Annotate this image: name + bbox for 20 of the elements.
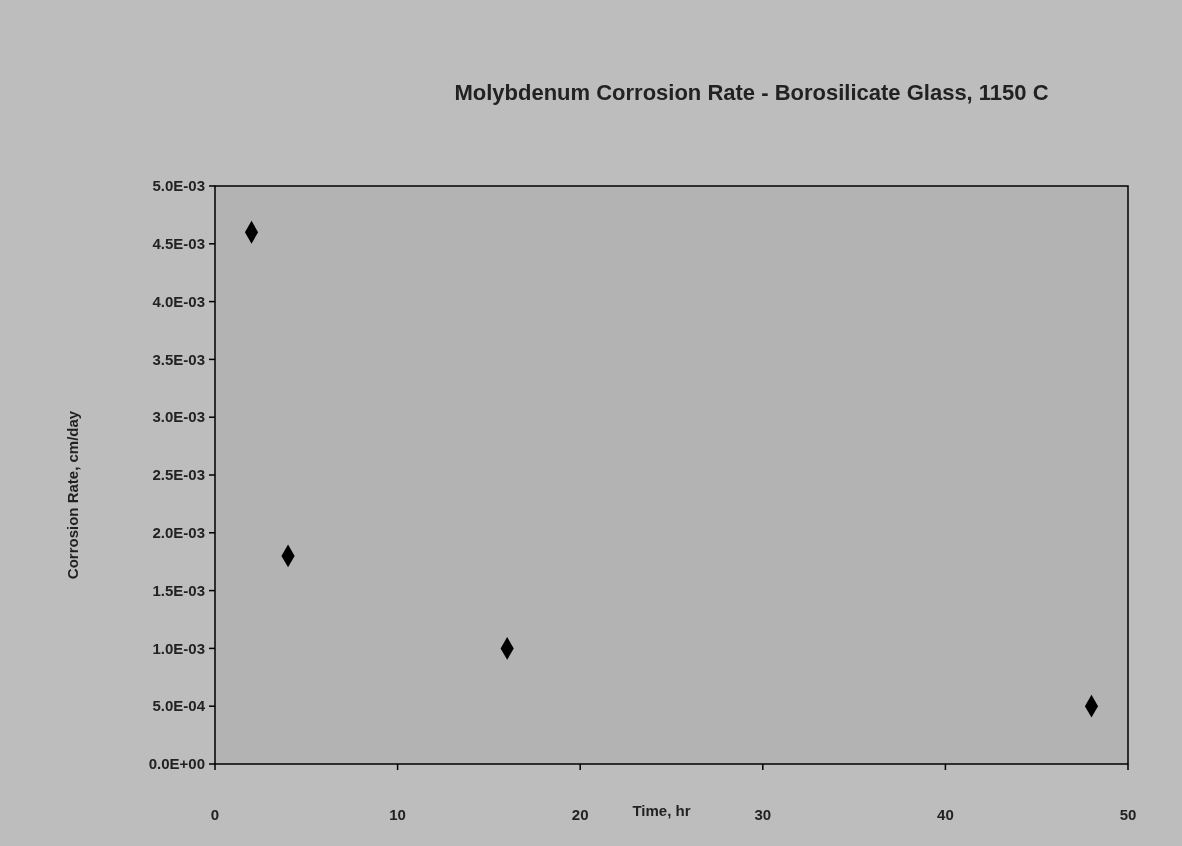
y-tick-label: 3.5E-03 bbox=[152, 350, 205, 368]
y-tick-label: 1.0E-03 bbox=[152, 639, 205, 657]
y-tick-label: 3.0E-03 bbox=[152, 408, 205, 426]
x-tick-label: 50 bbox=[1119, 806, 1137, 823]
y-tick-label: 5.0E-03 bbox=[152, 177, 205, 195]
x-tick-label: 30 bbox=[754, 806, 772, 823]
x-tick-label: 40 bbox=[937, 806, 954, 823]
y-tick-label: 1.5E-03 bbox=[152, 581, 205, 599]
chart-title: Molybdenum Corrosion Rate - Borosilicate Glass, 1150 C bbox=[454, 80, 1049, 105]
y-tick-label: 4.0E-03 bbox=[152, 292, 205, 310]
x-axis-title: Time, hr bbox=[632, 802, 691, 819]
y-tick-label: 2.0E-03 bbox=[152, 524, 205, 542]
y-tick-label: 0.0E+00 bbox=[148, 755, 205, 773]
x-tick-label: 10 bbox=[389, 806, 406, 823]
x-tick-label: 20 bbox=[571, 806, 589, 823]
y-tick-label: 4.5E-03 bbox=[152, 235, 205, 253]
y-axis-title: Corrosion Rate, cm/day bbox=[64, 410, 81, 580]
x-tick-label: 0 bbox=[210, 806, 220, 823]
y-tick-label: 5.0E-04 bbox=[152, 697, 206, 715]
y-tick-label: 2.5E-03 bbox=[152, 466, 205, 484]
